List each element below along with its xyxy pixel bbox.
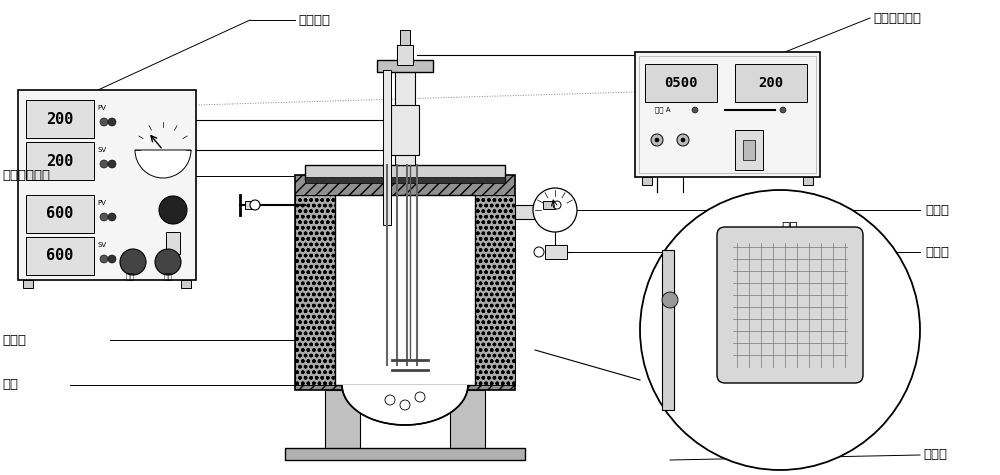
Bar — [18, 90, 196, 280]
Text: PV: PV — [97, 105, 106, 111]
Circle shape — [655, 138, 659, 142]
Bar — [305, 177, 505, 183]
Bar — [400, 30, 410, 45]
Text: 搅拌桨: 搅拌桨 — [923, 448, 947, 462]
Bar — [26, 195, 94, 233]
Text: 600: 600 — [46, 207, 74, 221]
Bar — [335, 195, 475, 385]
Bar — [23, 280, 33, 288]
Circle shape — [640, 190, 920, 470]
Bar — [391, 105, 419, 155]
Circle shape — [681, 138, 685, 142]
Text: 电极冷却装置: 电极冷却装置 — [2, 169, 50, 182]
Bar — [397, 45, 413, 65]
Bar — [735, 64, 807, 102]
Text: 200: 200 — [46, 153, 74, 169]
Text: 200: 200 — [46, 112, 74, 126]
Text: 可调直流电源: 可调直流电源 — [873, 11, 921, 25]
Bar — [181, 280, 191, 288]
Circle shape — [155, 249, 181, 275]
Circle shape — [100, 255, 108, 263]
Circle shape — [677, 134, 689, 146]
Circle shape — [108, 118, 116, 126]
Bar — [245, 201, 255, 209]
Circle shape — [159, 196, 187, 224]
Circle shape — [692, 107, 698, 113]
Bar — [515, 205, 545, 219]
Circle shape — [533, 188, 577, 232]
Bar — [285, 448, 525, 460]
Bar — [803, 177, 813, 185]
Text: 200: 200 — [758, 76, 784, 90]
Text: 旋钮: 旋钮 — [163, 273, 173, 282]
Text: 釜控制器: 釜控制器 — [298, 13, 330, 27]
Text: 调节: 调节 — [125, 273, 135, 282]
Bar — [743, 140, 755, 160]
Text: 电极: 电极 — [782, 221, 798, 235]
Text: SV: SV — [97, 242, 106, 248]
Text: 电流 A: 电流 A — [655, 107, 671, 114]
FancyBboxPatch shape — [717, 227, 863, 383]
Bar — [642, 177, 652, 185]
Bar — [377, 60, 433, 72]
Bar — [662, 250, 674, 410]
Bar — [395, 65, 415, 165]
Polygon shape — [335, 385, 475, 425]
Text: 压力表: 压力表 — [925, 203, 949, 217]
Text: 电极棒: 电极棒 — [2, 333, 26, 346]
Circle shape — [780, 107, 786, 113]
Circle shape — [108, 160, 116, 168]
Text: 600: 600 — [46, 248, 74, 264]
Bar — [26, 100, 94, 138]
Text: 爆破片: 爆破片 — [925, 246, 949, 258]
Wedge shape — [135, 150, 191, 178]
Circle shape — [100, 213, 108, 221]
Bar — [735, 130, 763, 170]
Circle shape — [100, 118, 108, 126]
Circle shape — [662, 292, 678, 308]
Circle shape — [100, 160, 108, 168]
Bar — [325, 390, 360, 450]
Text: SV: SV — [97, 147, 106, 153]
Circle shape — [120, 249, 146, 275]
Bar — [450, 390, 485, 450]
Bar — [305, 165, 505, 180]
Bar — [295, 195, 335, 385]
Bar — [543, 201, 555, 209]
Bar — [645, 64, 717, 102]
Bar — [166, 232, 180, 254]
Bar — [475, 195, 515, 385]
Bar — [639, 56, 816, 173]
Circle shape — [250, 200, 260, 210]
Circle shape — [553, 201, 561, 209]
Circle shape — [108, 255, 116, 263]
Text: 0500: 0500 — [664, 76, 698, 90]
Bar — [26, 142, 94, 180]
Circle shape — [108, 213, 116, 221]
Bar — [545, 245, 567, 259]
Bar — [295, 175, 515, 390]
Bar — [26, 237, 94, 275]
Circle shape — [651, 134, 663, 146]
Bar — [635, 52, 820, 177]
Bar — [383, 70, 391, 225]
Circle shape — [534, 247, 544, 257]
Text: PV: PV — [97, 200, 106, 206]
Text: 釜体: 釜体 — [2, 379, 18, 391]
